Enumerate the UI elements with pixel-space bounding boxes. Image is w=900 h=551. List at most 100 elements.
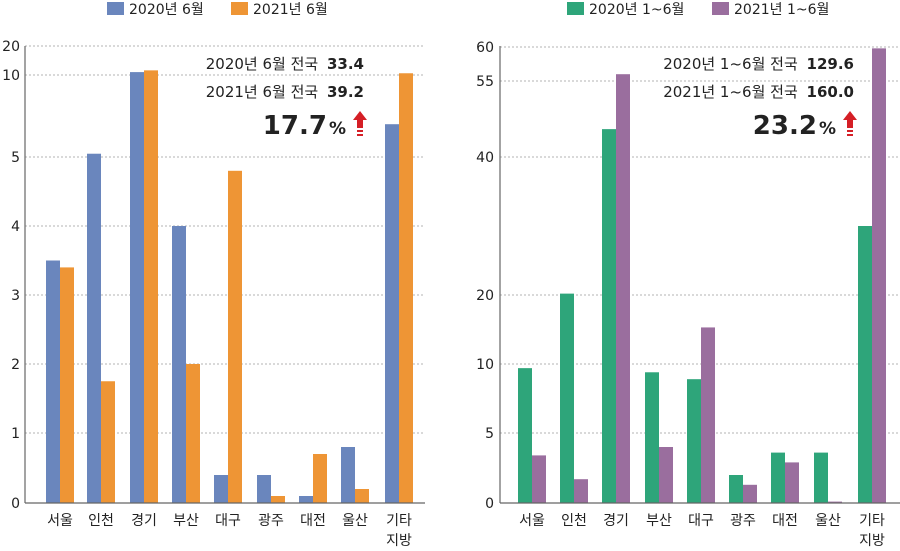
up-arrow-icon: [353, 111, 367, 136]
grid-left: [25, 45, 425, 434]
bar-a-8: [385, 124, 399, 503]
bar-b-5: [743, 484, 757, 503]
y-tick-label: 3: [11, 288, 20, 304]
legend-right: 2020년 1~6월 2021년 1~6월: [567, 2, 829, 18]
y-tick-label: 10: [476, 357, 494, 373]
x-axis-categories-right: 서울 인천 경기 부산 대구 광주 대전 울산 기타 지방: [519, 513, 885, 549]
bar-a-0: [518, 368, 532, 503]
annotation-left-change-unit: %: [329, 119, 346, 139]
bars-right: [518, 48, 886, 504]
bar-b-7: [828, 501, 842, 503]
annotation-right-change-unit: %: [819, 119, 836, 139]
legend-label-2020-h1: 2020년 1~6월: [589, 2, 684, 18]
bar-a-6: [771, 452, 785, 503]
y-axis-ticks-left: 0 1 2 3 4 5 10 20: [2, 39, 20, 512]
bar-a-5: [729, 475, 743, 503]
x-axis-categories-left: 서울 인천 경기 부산 대구 광주 대전 울산 기타 지방: [47, 513, 412, 549]
bar-b-5: [271, 496, 285, 503]
bar-a-1: [87, 153, 101, 503]
bar-b-6: [313, 454, 327, 503]
legend-label-2020-jun: 2020년 6월: [129, 2, 204, 18]
x-category-label: 서울: [519, 513, 545, 529]
x-category-label: 대구: [688, 513, 714, 529]
annotation-left-line1-value: 33.4: [327, 55, 364, 73]
bar-a-3: [172, 226, 186, 503]
x-category-label: 울산: [815, 513, 841, 529]
x-category-label: 인천: [88, 513, 114, 529]
y-tick-label: 2: [11, 357, 20, 373]
y-tick-label: 55: [476, 74, 494, 90]
y-tick-label: 10: [2, 68, 20, 84]
svg-text:2020년 1~6월 전국 129.6: 2020년 1~6월 전국 129.6: [663, 55, 854, 73]
x-category-label: 대전: [772, 513, 798, 529]
y-tick-label: 20: [2, 39, 20, 55]
bars-left: [46, 70, 413, 504]
legend-swatch-2021-jun: [231, 2, 248, 15]
y-tick-label: 1: [11, 426, 20, 442]
bar-b-6: [785, 462, 799, 503]
x-category-label: 경기: [603, 513, 629, 529]
bar-b-2: [144, 70, 158, 504]
bar-a-4: [214, 475, 228, 503]
svg-text:23.2%: 23.2%: [753, 111, 836, 141]
y-tick-label: 20: [476, 288, 494, 304]
y-tick-label: 5: [11, 150, 20, 166]
x-category-label: 광주: [258, 513, 284, 529]
bar-b-2: [616, 74, 630, 503]
y-tick-label: 0: [11, 496, 20, 512]
bar-a-2: [130, 72, 144, 503]
bar-b-0: [532, 455, 546, 503]
bar-a-8: [858, 226, 872, 503]
up-arrow-icon: [843, 111, 857, 136]
bar-a-7: [814, 452, 828, 503]
bar-b-4: [701, 327, 715, 503]
x-category-label: 부산: [173, 513, 199, 529]
x-category-label: 광주: [730, 513, 756, 529]
bar-a-7: [341, 447, 355, 503]
x-category-label: 기타 지방: [859, 513, 885, 549]
svg-text:2021년 6월 전국 39.2: 2021년 6월 전국 39.2: [206, 83, 364, 101]
y-tick-label: 5: [485, 426, 494, 442]
chart-left: 2020년 6월 2021년 6월 0 1 2 3 4 5 10 20 서울 인천 경기 부산 대구 광…: [2, 2, 425, 549]
svg-text:17.7%: 17.7%: [263, 111, 346, 141]
bar-b-1: [574, 479, 588, 503]
x-category-label: 대구: [215, 513, 241, 529]
annotation-left-line2-label: 2021년 6월 전국: [206, 83, 319, 101]
legend-swatch-2020-h1: [567, 2, 584, 15]
bar-a-2: [602, 129, 616, 503]
svg-text:2020년 6월 전국 33.4: 2020년 6월 전국 33.4: [206, 55, 364, 73]
legend-left: 2020년 6월 2021년 6월: [107, 2, 328, 18]
bar-b-8: [399, 73, 413, 503]
grid-right: [500, 46, 900, 434]
y-tick-label: 40: [476, 150, 494, 166]
y-tick-label: 60: [476, 40, 494, 56]
y-axis-ticks-right: 0 5 10 20 40 55 60: [476, 40, 494, 512]
x-category-label: 부산: [646, 513, 672, 529]
bar-a-5: [257, 475, 271, 503]
bar-a-3: [645, 372, 659, 503]
y-tick-label: 0: [485, 496, 494, 512]
x-category-label: 기타 지방: [386, 513, 412, 549]
annotation-left-line2-value: 39.2: [327, 83, 364, 101]
bar-a-6: [299, 496, 313, 503]
bar-b-0: [60, 267, 74, 503]
x-category-label: 인천: [561, 513, 587, 529]
annotation-right: 2020년 1~6월 전국 129.6 2021년 1~6월 전국 160.0 …: [663, 55, 857, 141]
annotation-right-line2-value: 160.0: [807, 83, 854, 101]
bar-b-8: [872, 48, 886, 504]
bar-b-3: [186, 364, 200, 503]
annotation-right-line1-value: 129.6: [807, 55, 854, 73]
x-category-label: 대전: [300, 513, 326, 529]
annotation-right-change-value: 23.2: [753, 111, 817, 141]
bar-a-0: [46, 260, 60, 503]
bar-b-1: [101, 381, 115, 503]
legend-swatch-2021-h1: [712, 2, 729, 15]
annotation-right-line1-label: 2020년 1~6월 전국: [663, 55, 798, 73]
svg-text:2021년 1~6월 전국 160.0: 2021년 1~6월 전국 160.0: [663, 83, 854, 101]
bar-b-7: [355, 489, 369, 503]
bar-a-4: [687, 379, 701, 503]
legend-label-2021-h1: 2021년 1~6월: [734, 2, 829, 18]
annotation-right-line2-label: 2021년 1~6월 전국: [663, 83, 798, 101]
bar-b-4: [228, 170, 242, 504]
